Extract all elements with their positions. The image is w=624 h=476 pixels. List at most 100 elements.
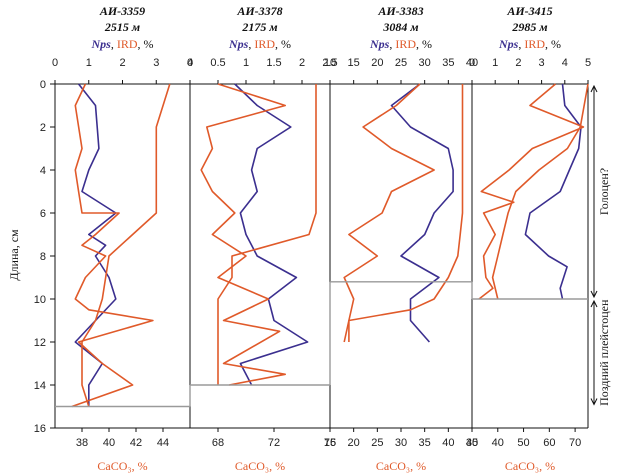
depth-tick-label: 6 — [40, 208, 46, 220]
series-caco3-line — [491, 83, 589, 300]
legend-pct: , % — [545, 37, 561, 51]
legend-pct: , % — [138, 37, 154, 51]
bottom-tick-label: 68 — [212, 437, 224, 449]
top-tick-label: 2 — [515, 57, 521, 69]
depth-tick-label: 12 — [34, 337, 46, 349]
top-tick-label: 40 — [466, 57, 478, 69]
bottom-tick-label: 50 — [517, 437, 529, 449]
core-water-depth: 3084 м — [382, 20, 418, 34]
correlation-lines — [55, 281, 588, 408]
legend-nps: Nps — [498, 37, 519, 51]
top-tick-label: 0 — [469, 57, 475, 69]
top-tick-label: 10 — [324, 57, 336, 69]
core-water-depth: 2515 м — [104, 20, 140, 34]
interval-arrow-head-up — [590, 84, 598, 93]
legend-ird: IRD — [117, 37, 138, 51]
bottom-tick-label: 30 — [395, 437, 407, 449]
core-name: АИ-3378 — [236, 4, 282, 18]
interval-label: Поздний плейстоцен — [597, 299, 611, 406]
depth-tick-label: 16 — [34, 423, 46, 435]
series-nps-line — [234, 83, 309, 386]
top-tick-label: 25 — [395, 57, 407, 69]
legend-pct: , % — [416, 37, 432, 51]
depth-tick-label: 0 — [40, 79, 46, 91]
series-nps-line — [390, 83, 454, 343]
bottom-tick-label: 60 — [543, 437, 555, 449]
top-tick-label: 5 — [585, 57, 591, 69]
interval-arrow-head-down — [590, 398, 598, 406]
bottom-tick-label: 38 — [76, 437, 88, 449]
top-tick-label: 1 — [86, 57, 92, 69]
caco3-axis-title: CaCO₃, % — [376, 459, 426, 473]
legend-pct: , — [518, 37, 524, 51]
bottom-tick-label: 40 — [103, 437, 115, 449]
bottom-tick-label: 30 — [466, 437, 478, 449]
top-tick-label: 0 — [52, 57, 58, 69]
series-ird-line — [71, 83, 154, 408]
top-tick-label: 2 — [119, 57, 125, 69]
top-tick-label: 0.5 — [210, 57, 225, 69]
top-tick-label: 4 — [187, 57, 193, 69]
core-name: АИ-3415 — [506, 4, 552, 18]
series-nps-line — [524, 83, 582, 300]
caco3-axis-title: CaCO₃, % — [505, 459, 555, 473]
core-water-depth: 2175 м — [241, 20, 277, 34]
legend-nps: Nps — [90, 37, 111, 51]
series-ird-line — [200, 83, 287, 386]
bottom-tick-label: 40 — [442, 437, 454, 449]
depth-tick-label: 4 — [40, 165, 46, 177]
top-tick-label: 35 — [442, 57, 454, 69]
top-tick-label: 30 — [419, 57, 431, 69]
top-tick-label: 4 — [562, 57, 568, 69]
series-caco3-line — [217, 84, 317, 385]
bottom-tick-label: 25 — [371, 437, 383, 449]
panel-legend: Nps, IRD, % — [369, 37, 432, 51]
interval-arrow-head-up — [590, 299, 598, 308]
top-tick-label: 3 — [539, 57, 545, 69]
top-tick-label: 1 — [243, 57, 249, 69]
legend-ird: IRD — [254, 37, 275, 51]
series-nps-line — [74, 83, 117, 407]
caco3-axis-title: CaCO₃, % — [235, 459, 285, 473]
depth-tick-label: 2 — [40, 122, 46, 134]
top-tick-label: 20 — [371, 57, 383, 69]
panel-legend: Nps, IRD, % — [90, 37, 153, 51]
legend-pct: , — [111, 37, 117, 51]
bottom-tick-label: 72 — [268, 437, 280, 449]
top-tick-label: 2.5 — [322, 57, 337, 69]
depth-tick-label: 14 — [34, 380, 46, 392]
legend-pct: , — [248, 37, 254, 51]
series-caco3-line — [343, 84, 464, 343]
bottom-tick-label: 45 — [466, 437, 478, 449]
interval-arrow-head-down — [590, 290, 598, 299]
bottom-tick-label: 15 — [324, 437, 336, 449]
bottom-tick-label: 20 — [348, 437, 360, 449]
top-tick-label: 1 — [492, 57, 498, 69]
legend-pct: , — [389, 37, 395, 51]
core-name: АИ-3383 — [377, 4, 423, 18]
stratigraphic-intervals: Голоцен? Поздний плейстоцен — [590, 84, 611, 406]
top-tick-label: 15 — [348, 57, 360, 69]
depth-tick-label: 8 — [40, 251, 46, 263]
top-tick-label: 3 — [153, 57, 159, 69]
core-panel-1: АИ-3359 2515 м Nps, IRD, % 0 1 2 3 4 38 40 42 44 CaC… — [52, 4, 193, 473]
y-axis-label: Длина, см — [7, 229, 21, 281]
legend-nps: Nps — [369, 37, 390, 51]
legend-nps: Nps — [228, 37, 249, 51]
core-water-depth: 2985 м — [511, 20, 547, 34]
interval-label: Голоцен? — [597, 168, 611, 215]
bottom-tick-label: 70 — [569, 437, 581, 449]
top-tick-label: 1.5 — [266, 57, 281, 69]
series-ird-line — [478, 83, 585, 300]
series-caco3-line — [81, 83, 171, 407]
panel-legend: Nps, IRD, % — [498, 37, 561, 51]
core-name: АИ-3359 — [99, 4, 145, 18]
top-tick-label: 0 — [187, 57, 193, 69]
depth-axis: 0 2 4 6 8 10 12 14 16 — [34, 79, 55, 435]
panel-legend: Nps, IRD, % — [228, 37, 291, 51]
bottom-tick-label: 35 — [419, 437, 431, 449]
legend-pct: , % — [275, 37, 291, 51]
bottom-tick-label: 44 — [157, 437, 169, 449]
